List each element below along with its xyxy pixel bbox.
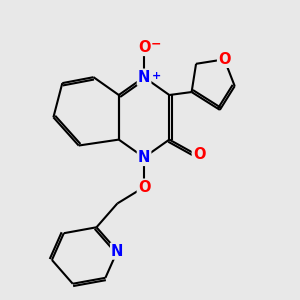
Text: N: N: [111, 244, 124, 259]
Text: O: O: [138, 180, 150, 195]
Text: N: N: [138, 150, 150, 165]
Text: −: −: [151, 38, 161, 51]
Text: +: +: [152, 71, 161, 81]
Text: N: N: [138, 70, 150, 85]
Text: O: O: [138, 40, 150, 55]
Text: O: O: [218, 52, 231, 67]
Text: O: O: [193, 147, 205, 162]
